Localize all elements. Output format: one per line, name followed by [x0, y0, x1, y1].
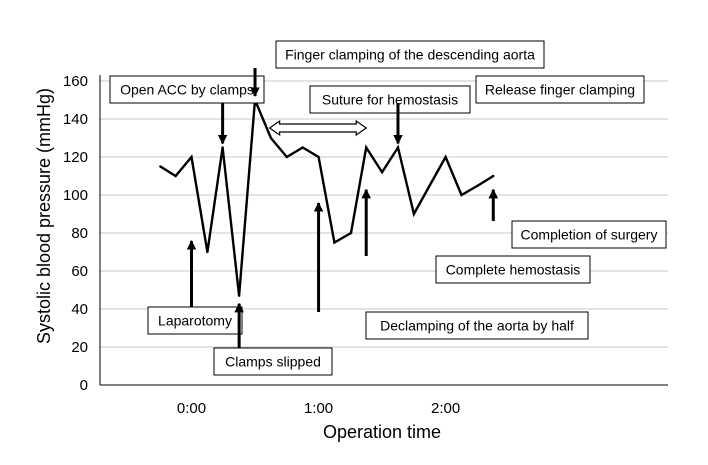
data-point: [428, 184, 431, 187]
annotation: Complete hemostasis: [435, 255, 591, 284]
annotation-box: [147, 306, 243, 335]
annotation-label: Complete hemostasis: [446, 262, 581, 278]
x-axis-title: Operation time: [323, 422, 441, 442]
annotation-box: [309, 85, 471, 114]
data-point: [492, 174, 495, 178]
x-tick-label: 2:00: [431, 400, 460, 417]
y-tick-label: 160: [63, 73, 88, 90]
annotation: Release finger clamping: [475, 75, 645, 104]
x-tick-label: 0:00: [177, 400, 206, 417]
data-point: [476, 184, 480, 187]
y-tick-label: 40: [71, 301, 88, 318]
data-point: [460, 193, 463, 197]
annotation: Clamps slipped: [213, 347, 333, 376]
data-point: [396, 146, 400, 149]
annotation-label: Declamping of the aorta by half: [380, 318, 574, 334]
annotation: Finger clamping of the descending aorta: [275, 40, 545, 69]
data-point: [190, 155, 193, 159]
y-tick-label: 140: [63, 111, 88, 128]
annotation-label: Open ACC by clamps: [120, 82, 254, 98]
data-point: [333, 241, 336, 244]
annotation: Declamping of the aorta by half: [365, 311, 589, 340]
annotation: Completion of surgery: [511, 220, 667, 249]
data-point: [444, 155, 447, 159]
annotation-label: Suture for hemostasis: [322, 92, 458, 108]
y-tick-label: 60: [71, 263, 88, 280]
data-point: [269, 136, 273, 140]
data-point: [285, 155, 288, 159]
data-point: [349, 231, 353, 235]
data-point: [206, 250, 209, 254]
annotation-box: [365, 311, 589, 340]
data-point: [221, 146, 224, 149]
data-point: [380, 171, 384, 174]
data-point: [174, 174, 177, 178]
x-tick-label: 1:00: [304, 400, 333, 417]
series-layer: [159, 98, 495, 297]
annotation-box: [275, 40, 545, 69]
data-point: [301, 146, 304, 149]
annotation-label: Completion of surgery: [521, 227, 658, 243]
annotation-box: [213, 347, 333, 376]
y-tick-label: 0: [80, 377, 88, 394]
annotations: Open ACC by clamps Finger clamping of the…: [109, 40, 667, 376]
series-line: [159, 99, 494, 296]
y-tick-label: 20: [71, 339, 88, 356]
annotation: Laparotomy: [147, 306, 243, 335]
annotation: Suture for hemostasis: [309, 85, 471, 114]
y-axis-title: Systolic blood pressure (mmHg): [34, 88, 54, 344]
annotation-label: Laparotomy: [158, 313, 232, 329]
y-tick-label: 120: [63, 149, 88, 166]
annotation-box: [475, 75, 645, 104]
annotation-box: [511, 220, 667, 249]
data-point: [365, 146, 368, 149]
annotation-label: Clamps slipped: [225, 354, 321, 370]
data-point: [317, 155, 320, 159]
annotation-box: [435, 255, 591, 284]
annotation: Open ACC by clamps: [109, 75, 265, 104]
double-arrow: [268, 119, 368, 137]
annotation-label: Finger clamping of the descending aorta: [285, 47, 535, 63]
data-point: [412, 212, 416, 216]
axes: 0 20 40 60 80 100 120 140 160 0:00 1:00 2:00: [63, 73, 668, 417]
data-point: [159, 165, 162, 168]
annotation-label: Release finger clamping: [485, 82, 635, 98]
y-tick-label: 80: [71, 225, 88, 242]
annotation-box: [109, 75, 265, 104]
y-tick-label: 100: [63, 187, 88, 204]
data-point: [237, 294, 241, 297]
